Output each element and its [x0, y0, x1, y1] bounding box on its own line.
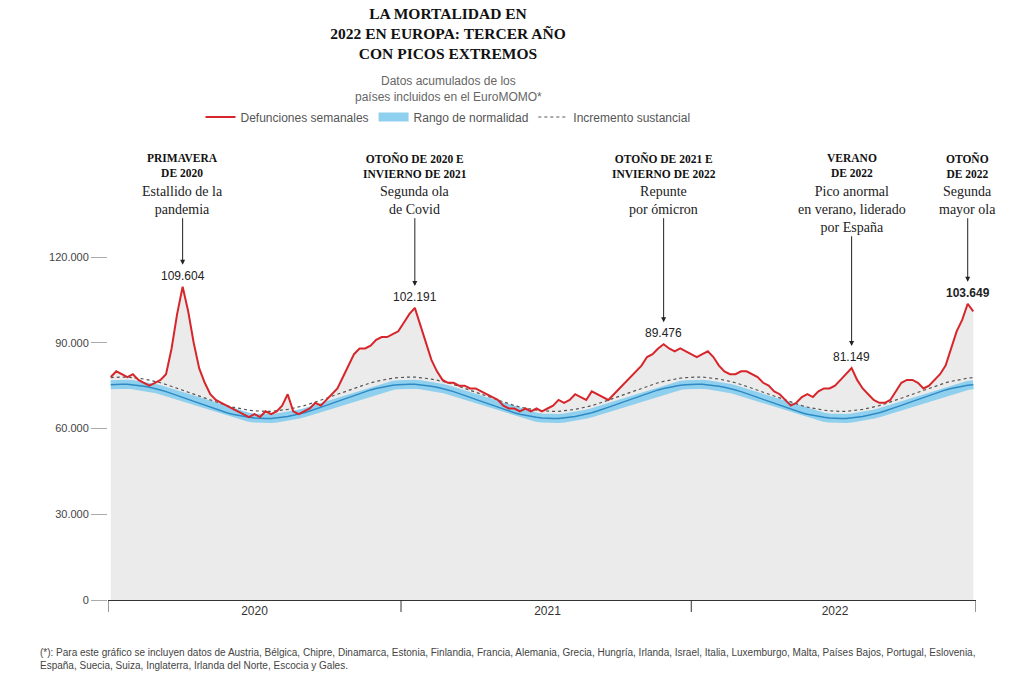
svg-text:Rango de normalidad: Rango de normalidad [414, 111, 529, 125]
svg-text:LA MORTALIDAD EN2022 EN EUROPA: LA MORTALIDAD EN2022 EN EUROPA: TERCER A… [330, 5, 565, 62]
svg-text:103.649: 103.649 [946, 286, 990, 300]
svg-text:PRIMAVERADE 2020: PRIMAVERADE 2020 [147, 152, 218, 179]
svg-text:Pico anormalen verano, liderad: Pico anormalen verano, lideradopor Españ… [798, 184, 906, 235]
svg-text:81.149: 81.149 [833, 350, 870, 364]
svg-text:60.000: 60.000 [55, 422, 89, 434]
svg-text:(*): Para este gráfico se incl: (*): Para este gráfico se incluyen datos… [40, 647, 975, 671]
svg-text:Incremento sustancial: Incremento sustancial [573, 111, 690, 125]
svg-text:102.191: 102.191 [393, 290, 437, 304]
svg-text:Segunda olade Covid: Segunda olade Covid [380, 184, 450, 217]
svg-text:2021: 2021 [534, 604, 561, 618]
svg-text:109.604: 109.604 [161, 269, 205, 283]
svg-text:0: 0 [83, 594, 89, 606]
svg-text:2020: 2020 [241, 604, 268, 618]
svg-text:Defunciones semanales: Defunciones semanales [241, 111, 369, 125]
svg-text:OTOÑO DE 2020 EINVIERNO DE 202: OTOÑO DE 2020 EINVIERNO DE 2021 [363, 152, 467, 180]
svg-text:120.000: 120.000 [49, 251, 89, 263]
svg-text:OTOÑODE 2022: OTOÑODE 2022 [946, 152, 989, 180]
svg-text:Estallido de lapandemia: Estallido de lapandemia [142, 184, 223, 217]
svg-text:90.000: 90.000 [55, 337, 89, 349]
svg-text:VERANODE 2022: VERANODE 2022 [827, 152, 877, 179]
svg-text:89.476: 89.476 [645, 326, 682, 340]
svg-text:OTOÑO DE 2021 EINVIERNO DE 202: OTOÑO DE 2021 EINVIERNO DE 2022 [612, 152, 716, 180]
svg-text:30.000: 30.000 [55, 508, 89, 520]
svg-text:Datos acumulados de lospaíses: Datos acumulados de lospaíses incluidos … [355, 74, 542, 104]
svg-text:2022: 2022 [822, 604, 849, 618]
svg-text:Repuntepor ómicron: Repuntepor ómicron [629, 184, 698, 217]
svg-text:Segundamayor ola: Segundamayor ola [939, 184, 996, 217]
